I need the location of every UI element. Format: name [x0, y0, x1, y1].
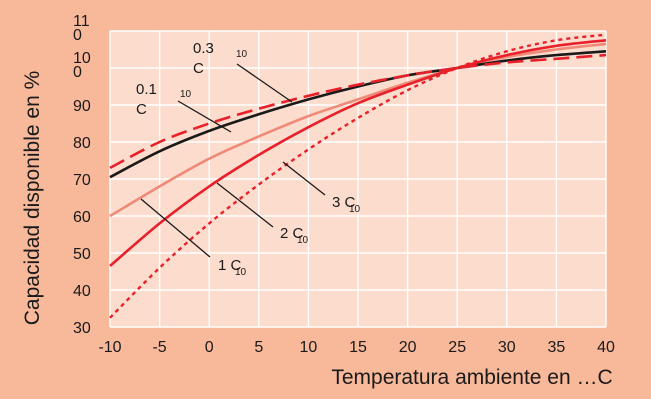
y-tick-label: 80: [73, 135, 91, 152]
x-tick-label: 15: [349, 339, 367, 356]
annotation-label: 1 C: [218, 257, 242, 274]
x-tick-label: 0: [205, 339, 214, 356]
series-line-3-c10: [109, 33, 607, 319]
y-tick-label: 30: [73, 320, 91, 337]
x-tick-label: 10: [300, 339, 318, 356]
series-line-2-c10: [109, 39, 607, 267]
y-tick-label: 60: [73, 209, 91, 226]
annotation-leader: [140, 198, 211, 258]
y-axis-label: Capacidad disponible en %: [21, 71, 44, 326]
y-ticks: 30 40 50 60 70 80 90 10 0 11 0: [73, 13, 91, 337]
annotation-subscript: 10: [236, 49, 248, 60]
y-tick-label: 50: [73, 246, 91, 263]
series-lines: [109, 33, 607, 319]
x-tick-label: 20: [399, 339, 417, 356]
annotation-subscript: 10: [180, 89, 192, 100]
x-tick-label: 5: [254, 339, 263, 356]
annotation-subscript: 10: [349, 204, 361, 215]
grid: [109, 30, 607, 328]
annotation-leader: [282, 161, 326, 196]
x-tick-label: 40: [597, 339, 615, 356]
x-ticks: -10 -5 0 5 10 15 20 25 30 35 40: [98, 339, 615, 356]
x-axis-label: Temperatura ambiente en …C: [331, 366, 612, 389]
annotation-label: 0.1: [136, 81, 157, 98]
annotation-leader: [236, 63, 293, 103]
y-tick-label: 10 0: [73, 50, 91, 81]
y-tick-label: 90: [73, 98, 91, 115]
annotation-leader: [177, 100, 232, 133]
x-tick-label: 25: [448, 339, 466, 356]
annotation-label: C: [136, 101, 147, 118]
annotation-subscript: 10: [235, 267, 247, 278]
annotation-label: C: [193, 60, 204, 77]
x-tick-label: 30: [498, 339, 516, 356]
y-tick-label: 40: [73, 283, 91, 300]
series-line-1-c10: [109, 42, 607, 218]
annotation-label: 0.3: [193, 40, 214, 57]
annotation-label: 2 C: [280, 225, 304, 242]
y-tick-label: 11 0: [73, 13, 90, 44]
annotation-subscript: 10: [297, 235, 309, 246]
x-tick-label: -10: [98, 339, 121, 356]
annotation-leader: [216, 182, 274, 228]
annotation-label: 3 C: [332, 194, 356, 211]
x-tick-label: 35: [548, 339, 566, 356]
series-line-0-1-c10: [109, 50, 607, 179]
y-tick-label: 70: [73, 172, 91, 189]
x-tick-label: -5: [152, 339, 166, 356]
series-line-0-3-c10: [109, 53, 607, 170]
